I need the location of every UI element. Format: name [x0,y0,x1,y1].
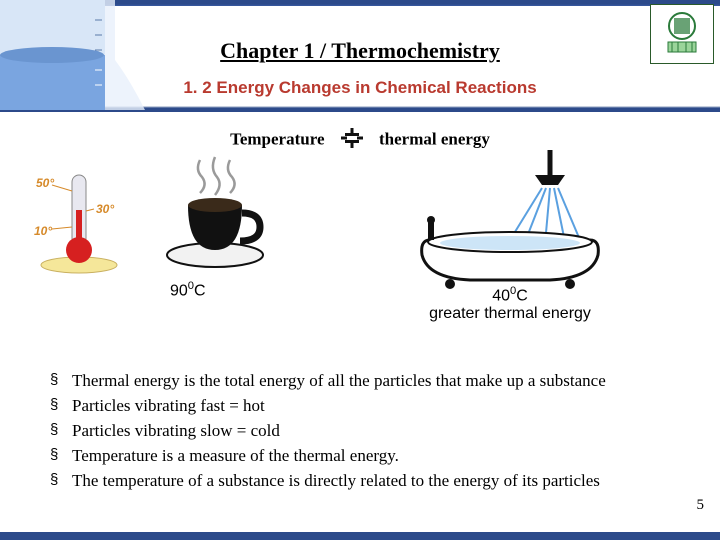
comparison-line: Temperature thermal energy [0,128,720,153]
figures-row: 50° 30° 10° 900C [0,155,720,320]
comparison-right-label: thermal energy [379,129,490,148]
footer-bar [0,532,720,540]
not-equal-icon [341,128,363,153]
bullet-item: Particles vibrating fast = hot [50,395,670,418]
bullet-item: Thermal energy is the total energy of al… [50,370,670,393]
bullet-item: The temperature of a substance is direct… [50,470,670,493]
bullet-list: Thermal energy is the total energy of al… [50,370,670,495]
chapter-title: Chapter 1 / Thermochemistry [0,38,720,64]
shower-bathtub-illustration [400,150,610,290]
bullet-item: Particles vibrating slow = cold [50,420,670,443]
thermo-mark-10: 10° [34,224,52,238]
thermo-mark-50: 50° [36,176,54,190]
section-title: 1. 2 Energy Changes in Chemical Reaction… [0,78,720,98]
thermometer-illustration: 50° 30° 10° [24,165,134,275]
page-number: 5 [697,497,705,514]
shower-temp-unit: C [516,287,528,304]
coffee-caption: 900C [170,280,206,300]
shower-caption: 400C greater thermal energy [400,285,620,323]
coffee-temp-value: 90 [170,282,188,299]
comparison-left-label: Temperature [230,129,324,148]
coffee-temp-unit: C [194,282,206,299]
shower-temp-value: 40 [492,287,510,304]
shower-caption-line2: greater thermal energy [429,305,591,322]
bullet-item: Temperature is a measure of the thermal … [50,445,670,468]
thermo-mark-30: 30° [96,202,114,216]
coffee-cup-illustration [160,155,280,275]
